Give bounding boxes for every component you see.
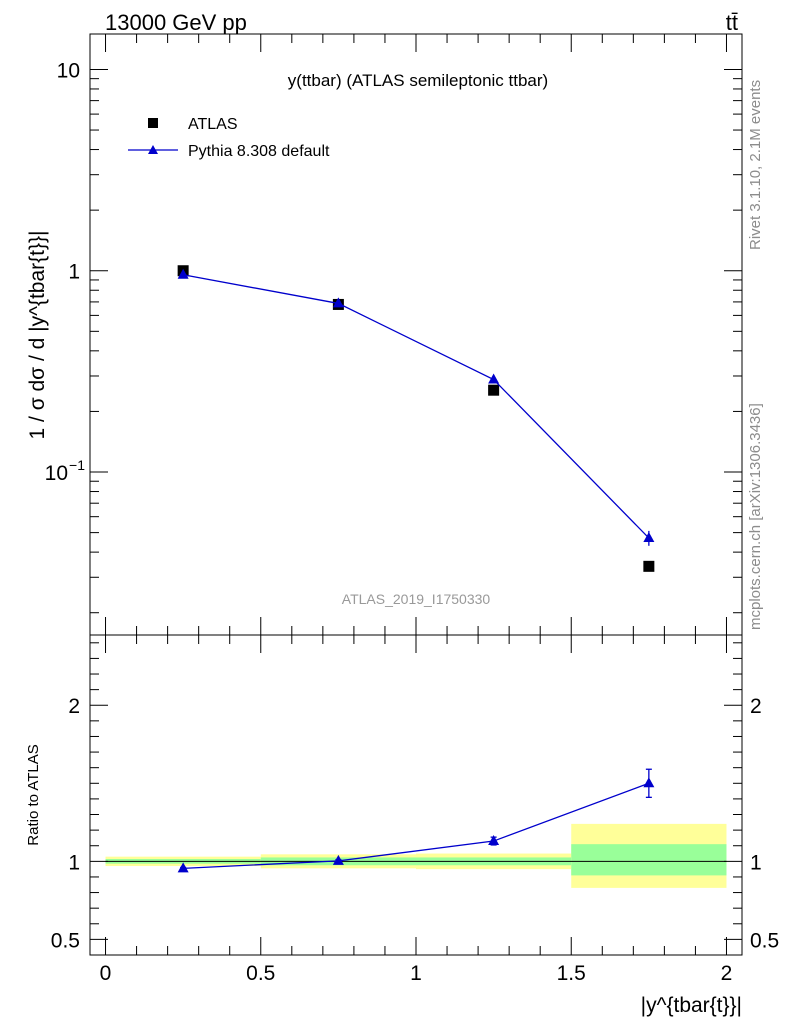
- x-tick-label-4: 2: [721, 962, 733, 985]
- ratio-y-tick-label-right-2: 2: [750, 695, 762, 718]
- x-tick-label-2: 1: [410, 962, 422, 985]
- x-axis-label: |y^{tbar{t}}|: [641, 994, 742, 1017]
- energy-label: 13000 GeV pp: [105, 10, 247, 35]
- legend-atlas-label: ATLAS: [188, 116, 238, 133]
- pythia-line: [183, 274, 650, 539]
- x-tick-label-3: 1.5: [557, 962, 586, 985]
- ratio-y-tick-label-right-1: 1: [750, 851, 762, 874]
- main-y-axis-label: 1 / σ dσ / d |y^{tbar{t}}|: [26, 231, 49, 440]
- ratio-pythia-data-point: [643, 777, 655, 788]
- ratio-data-marks: [177, 768, 655, 873]
- main-y-tick-label-0: 10: [45, 462, 68, 485]
- pythia-data-point: [488, 373, 500, 384]
- ratio-pythia-data-point: [332, 854, 344, 865]
- legend: ATLAS Pythia 8.308 default: [128, 116, 330, 160]
- main-y-tick-label-1: 1: [68, 261, 80, 284]
- ratio-panel-frame: [89, 634, 743, 956]
- legend-pythia-label: Pythia 8.308 default: [188, 143, 330, 160]
- ratio-y-tick-label-1: 1: [68, 851, 80, 874]
- ratio-panel-ticks: 0.5 0.5 1 1 2 2 0 0.5 1 1.5 2: [51, 635, 779, 985]
- rivet-version-label: Rivet 3.1.10, 2.1M events: [747, 80, 764, 250]
- pythia-data-point: [177, 268, 189, 279]
- ratio-pythia-data-point: [488, 835, 500, 846]
- ratio-y-tick-label-right-0: 0.5: [750, 929, 779, 952]
- analysis-watermark: ATLAS_2019_I1750330: [342, 591, 491, 607]
- ratio-y-tick-label-0: 0.5: [51, 929, 80, 952]
- ratio-pythia-data-point: [177, 862, 189, 873]
- process-label: tt̄: [726, 10, 738, 35]
- ratio-y-axis-label: Ratio to ATLAS: [25, 744, 42, 845]
- x-tick-label-1: 0.5: [246, 962, 275, 985]
- x-tick-label-0: 0: [100, 962, 112, 985]
- ratio-pythia-line: [183, 782, 650, 870]
- pythia-data-point: [643, 532, 655, 543]
- pythia-data-point: [332, 297, 344, 308]
- legend-pythia-marker: [148, 145, 158, 154]
- main-data-marks: [177, 265, 655, 572]
- ratio-y-tick-label-2: 2: [68, 695, 80, 718]
- legend-atlas-marker: [148, 118, 158, 128]
- main-y-tick-exponent-0: −1: [69, 457, 85, 473]
- atlas-data-point: [643, 560, 655, 572]
- ratio-uncertainty-bands: [105, 823, 727, 888]
- plot-title: y(ttbar) (ATLAS semileptonic ttbar): [288, 71, 548, 90]
- atlas-data-point: [488, 384, 500, 396]
- mcplots-label: mcplots.cern.ch [arXiv:1306.3436]: [747, 403, 764, 630]
- ratio-band-green-3: [571, 844, 727, 876]
- main-y-tick-label-2: 10: [57, 59, 80, 82]
